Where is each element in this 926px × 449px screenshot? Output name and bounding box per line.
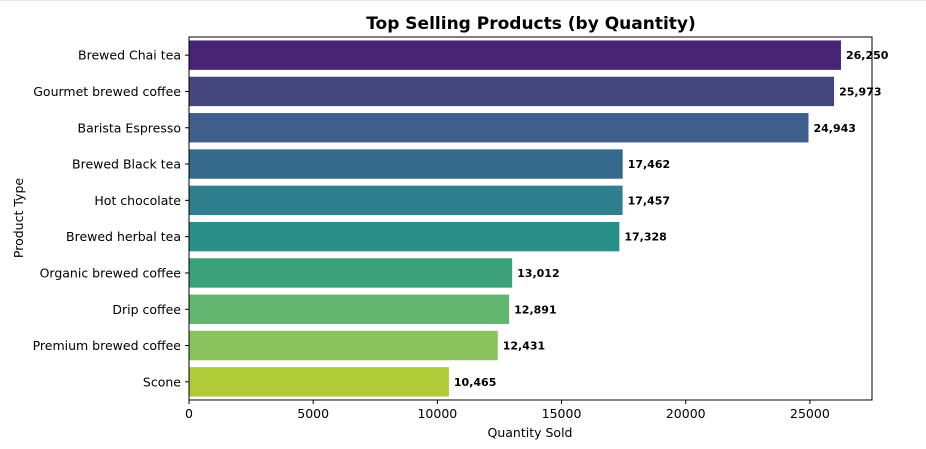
bar-value-label: 26,250 bbox=[846, 49, 889, 62]
bar-value-label: 12,891 bbox=[514, 303, 556, 316]
y-tick-label: Barista Espresso bbox=[78, 120, 181, 135]
x-tick-label: 5000 bbox=[297, 406, 329, 421]
y-tick-label: Gourmet brewed coffee bbox=[33, 84, 181, 99]
bar-brewed-chai-tea bbox=[189, 40, 841, 70]
bar-value-label: 25,973 bbox=[839, 85, 881, 98]
plot-frame bbox=[188, 36, 873, 401]
y-tick-label: Hot chocolate bbox=[94, 193, 181, 208]
bar-value-label: 17,457 bbox=[628, 194, 670, 207]
bar-brewed-black-tea bbox=[189, 149, 623, 179]
x-axis-label: Quantity Sold bbox=[488, 425, 573, 440]
x-tick-label: 10000 bbox=[417, 406, 457, 421]
y-axis-label: Product Type bbox=[11, 178, 26, 258]
y-axis-ticks: Brewed Chai tea Gourmet brewed coffee Bari… bbox=[33, 48, 189, 389]
y-tick-label: Scone bbox=[143, 374, 181, 389]
bar-scone bbox=[189, 367, 449, 397]
bar-value-label: 24,943 bbox=[813, 122, 855, 135]
bar-barista-espresso bbox=[189, 113, 809, 143]
y-tick-label: Brewed Black tea bbox=[72, 157, 181, 172]
bar-value-label: 12,431 bbox=[503, 340, 545, 353]
y-tick-label: Organic brewed coffee bbox=[40, 265, 182, 280]
bar-value-label: 13,012 bbox=[517, 267, 559, 280]
x-tick-label: 0 bbox=[185, 406, 193, 421]
top-divider bbox=[0, 0, 926, 1]
bars-layer: 26,250 25,973 24,943 17,462 17,457 17,328 13,0… bbox=[189, 40, 889, 397]
x-tick-label: 25000 bbox=[790, 406, 830, 421]
y-tick-label: Drip coffee bbox=[112, 302, 181, 317]
bar-gourmet-brewed-coffee bbox=[189, 76, 835, 107]
x-tick-label: 20000 bbox=[666, 406, 706, 421]
bar-organic-brewed-coffee bbox=[189, 258, 513, 288]
bar-premium-brewed-coffee bbox=[189, 330, 498, 361]
bar-drip-coffee bbox=[189, 294, 510, 324]
bar-hot-chocolate bbox=[189, 185, 623, 216]
x-axis-ticks: 0 5000 10000 15000 20000 25000 bbox=[185, 400, 830, 421]
y-tick-label: Brewed Chai tea bbox=[78, 48, 181, 63]
y-tick-label: Brewed herbal tea bbox=[66, 229, 181, 244]
x-tick-label: 15000 bbox=[542, 406, 582, 421]
bar-value-label: 17,462 bbox=[628, 158, 670, 171]
bar-value-label: 10,465 bbox=[454, 376, 496, 389]
chart-title: Top Selling Products (by Quantity) bbox=[366, 14, 696, 34]
bar-value-label: 17,328 bbox=[624, 231, 666, 244]
y-tick-label: Premium brewed coffee bbox=[33, 338, 182, 353]
bar-brewed-herbal-tea bbox=[189, 221, 620, 252]
